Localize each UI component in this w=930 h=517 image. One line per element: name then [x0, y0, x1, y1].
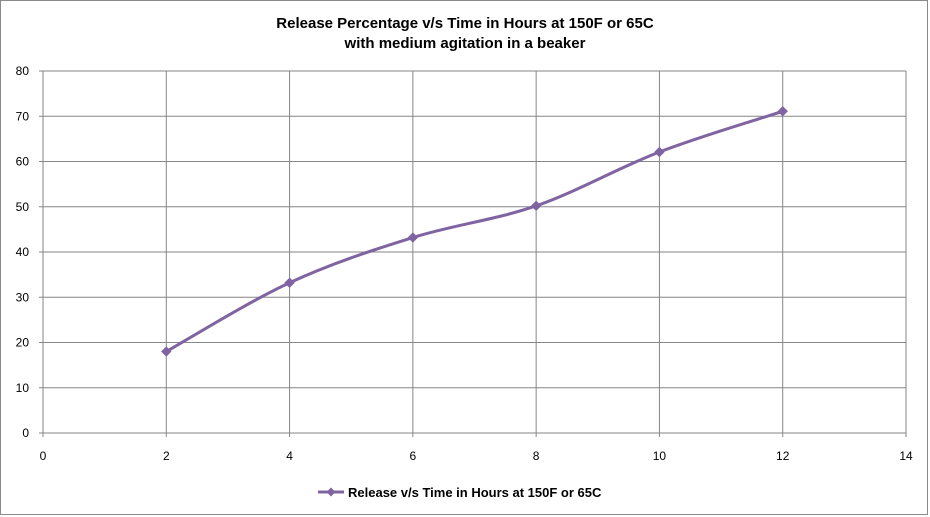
x-tick-label: 12	[776, 449, 790, 463]
data-point-marker	[530, 200, 542, 212]
data-point-marker	[407, 232, 419, 243]
x-tick-label: 4	[286, 449, 293, 463]
x-axis-ticks: 0 2 4 6 8 10 12 14	[40, 433, 913, 463]
y-tick-label: 50	[16, 200, 30, 214]
data-point-marker	[654, 146, 665, 158]
legend: Release v/s Time in Hours at 150F or 65C	[318, 485, 602, 500]
y-tick-label: 30	[16, 290, 30, 304]
y-tick-label: 10	[16, 381, 30, 395]
series-group	[161, 106, 788, 357]
y-tick-label: 0	[22, 426, 29, 440]
grid-lines	[43, 70, 907, 433]
chart-title: Release Percentage v/s Time in Hours at …	[276, 15, 654, 32]
y-tick-label: 70	[16, 109, 30, 123]
chart-subtitle: with medium agitation in a beaker	[344, 35, 586, 52]
x-tick-label: 6	[410, 449, 417, 463]
data-point-marker	[777, 106, 788, 117]
series-line	[164, 109, 785, 354]
x-tick-label: 2	[163, 449, 170, 463]
x-tick-label: 14	[899, 449, 913, 463]
y-tick-label: 60	[16, 155, 30, 169]
legend-marker	[326, 487, 336, 497]
y-axis-ticks: 0 10 20 30 40 50 60 70 80	[16, 64, 43, 440]
x-tick-label: 10	[653, 449, 667, 463]
x-tick-label: 0	[40, 449, 47, 463]
y-tick-label: 40	[16, 245, 30, 259]
data-point-marker	[284, 277, 295, 288]
legend-label: Release v/s Time in Hours at 150F or 65C	[348, 485, 602, 500]
data-point-marker	[161, 346, 172, 357]
x-tick-label: 8	[533, 449, 540, 463]
y-tick-label: 80	[16, 64, 30, 78]
y-tick-label: 20	[16, 336, 30, 350]
